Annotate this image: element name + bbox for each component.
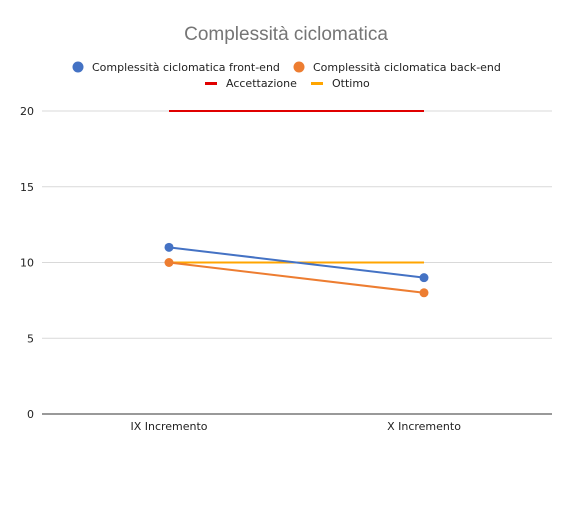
legend-marker-back-end [293, 61, 305, 73]
x-axis-ticks: IX Incremento X Incremento [130, 420, 461, 433]
y-axis-ticks: 0 5 10 15 20 [20, 105, 34, 421]
series-line-complessit-ciclomatica-back-end [168, 261, 425, 294]
data-point-complessit-ciclomatica-front-end [164, 242, 174, 252]
legend-marker-ottimo [311, 82, 323, 85]
legend: Complessità ciclomatica front-end Comple… [72, 61, 501, 90]
legend-marker-accettazione [205, 82, 217, 85]
legend-label-front-end: Complessità ciclomatica front-end [92, 61, 280, 74]
legend-label-accettazione: Accettazione [226, 77, 297, 90]
y-tick-label: 0 [27, 408, 34, 421]
legend-marker-front-end [72, 61, 84, 73]
x-tick-label: IX Incremento [130, 420, 207, 433]
chart-title: Complessità ciclomatica [184, 24, 388, 45]
y-tick-label: 15 [20, 181, 34, 194]
data-point-complessit-ciclomatica-back-end [164, 258, 174, 267]
series-layer [164, 110, 429, 298]
y-tick-label: 10 [20, 257, 34, 270]
y-tick-label: 20 [20, 105, 34, 118]
series-line-complessit-ciclomatica-front-end [168, 246, 425, 279]
y-tick-label: 5 [27, 332, 34, 345]
x-tick-label: X Incremento [387, 420, 461, 433]
legend-label-back-end: Complessità ciclomatica back-end [313, 61, 501, 74]
legend-label-ottimo: Ottimo [332, 77, 370, 90]
data-point-complessit-ciclomatica-front-end [419, 273, 429, 283]
data-point-complessit-ciclomatica-back-end [419, 288, 429, 298]
